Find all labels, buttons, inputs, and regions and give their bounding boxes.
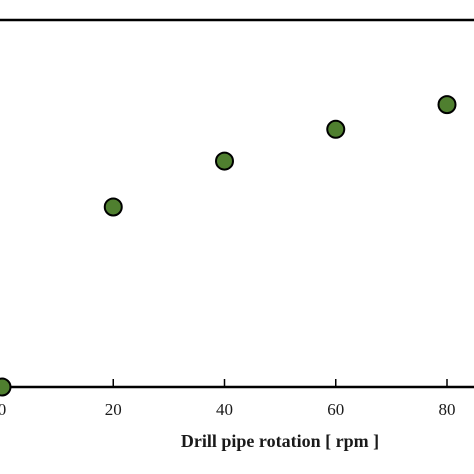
x-tick-label-2: 40 (216, 400, 233, 419)
x-tick-label-0: 0 (0, 400, 6, 419)
data-points (0, 95, 457, 397)
x-tick-label-3: 60 (327, 400, 344, 419)
x-axis-title: Drill pipe rotation [ rpm ] (181, 431, 379, 451)
data-point-0-0 (0, 377, 12, 397)
plot-frame (0, 18, 474, 389)
x-tick-label-1: 20 (105, 400, 122, 419)
x-tick-label-4: 80 (439, 400, 456, 419)
data-point-0-2 (215, 151, 234, 171)
data-point-0-1 (103, 197, 123, 217)
x-axis-tick-labels: 0 20 40 60 80 (0, 400, 456, 419)
data-point-0-4 (437, 95, 457, 115)
data-point-0-3 (326, 119, 346, 139)
